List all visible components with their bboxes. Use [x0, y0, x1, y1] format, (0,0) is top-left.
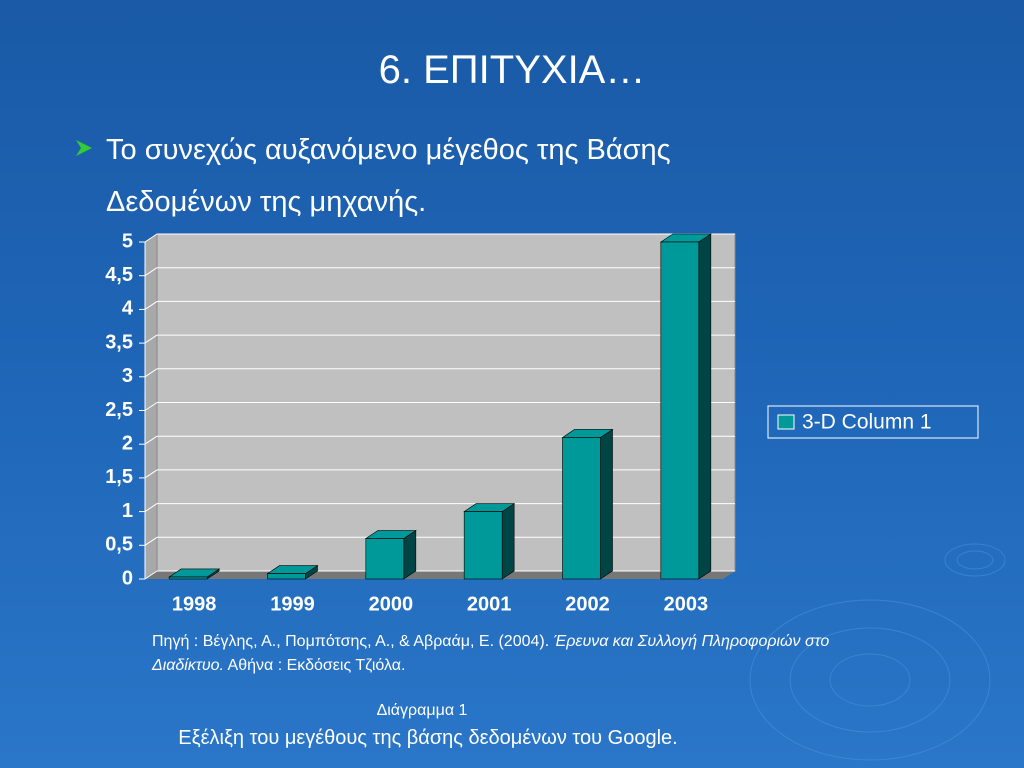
- bullet-arrow: [76, 140, 92, 156]
- caption-label: Διάγραμμα 1: [376, 702, 468, 719]
- grid-line: [144, 536, 158, 546]
- bar-side: [501, 503, 515, 580]
- y-tick-label: 4: [122, 298, 134, 320]
- y-tick-label: 5: [122, 230, 133, 252]
- x-tick-label: 1999: [270, 593, 315, 615]
- x-tick-label: 2000: [369, 593, 414, 615]
- grid-line: [144, 233, 158, 243]
- caption: Εξέλιξη του μεγέθους της βάσης δεδομένων…: [178, 727, 678, 749]
- x-tick-label: 1998: [172, 593, 217, 615]
- bar: [365, 538, 405, 580]
- legend-swatch: [777, 414, 795, 430]
- y-tick-label: 2: [122, 432, 133, 454]
- y-tick-label: 1: [122, 500, 133, 522]
- ripples: [749, 543, 1006, 761]
- grid-line: [144, 334, 158, 344]
- grid-line: [144, 267, 158, 277]
- y-tick-label: 3: [122, 365, 133, 387]
- grid-line: [144, 469, 158, 479]
- x-tick-label: 2002: [565, 593, 610, 615]
- grid-line: [144, 300, 158, 310]
- x-tick-label: 2001: [467, 593, 512, 615]
- source-prefix: Πηγή : Βέγλης, Α., Πομπότσης, Α., & Αβρα…: [152, 633, 550, 650]
- grid-line: [144, 435, 158, 445]
- grid-line: [144, 570, 158, 580]
- legend-label: 3-D Column 1: [802, 411, 932, 434]
- grid-line: [144, 402, 158, 411]
- y-tick-label: 1,5: [105, 466, 133, 488]
- bullet-text: Το συνεχώς αυξανόμενο μέγεθος της Βάσης …: [106, 134, 671, 218]
- grid-line: [144, 368, 158, 378]
- y-tick-label: 0,5: [105, 534, 133, 556]
- bar: [463, 511, 503, 580]
- legend-box: [767, 405, 979, 439]
- slide-title: 6. ΕΠΙΤΥΧΙΑ…: [378, 48, 646, 92]
- y-tick-label: 2,5: [105, 399, 133, 421]
- bar-side: [698, 233, 712, 580]
- grid-line: [144, 503, 158, 513]
- bar-side: [600, 428, 613, 580]
- y-tick-label: 0: [122, 567, 133, 589]
- y-tick-label: 4,5: [105, 264, 133, 286]
- bar: [168, 576, 208, 580]
- source-title: Έρευνα και Συλλογή Πληροφοριών στο Διαδί…: [152, 633, 830, 674]
- source: Πηγή : Βέγλης, Α., Πομπότσης, Α., & Αβρα…: [152, 630, 852, 678]
- bar: [267, 573, 306, 580]
- x-tick-label: 2003: [664, 593, 709, 615]
- bar: [660, 241, 700, 580]
- bar: [562, 437, 601, 580]
- source-suffix: Αθήνα : Εκδόσεις Τζιόλα.: [227, 657, 406, 674]
- bar-side: [403, 529, 417, 580]
- y-tick-label: 3,5: [105, 331, 133, 353]
- floor: [145, 571, 735, 579]
